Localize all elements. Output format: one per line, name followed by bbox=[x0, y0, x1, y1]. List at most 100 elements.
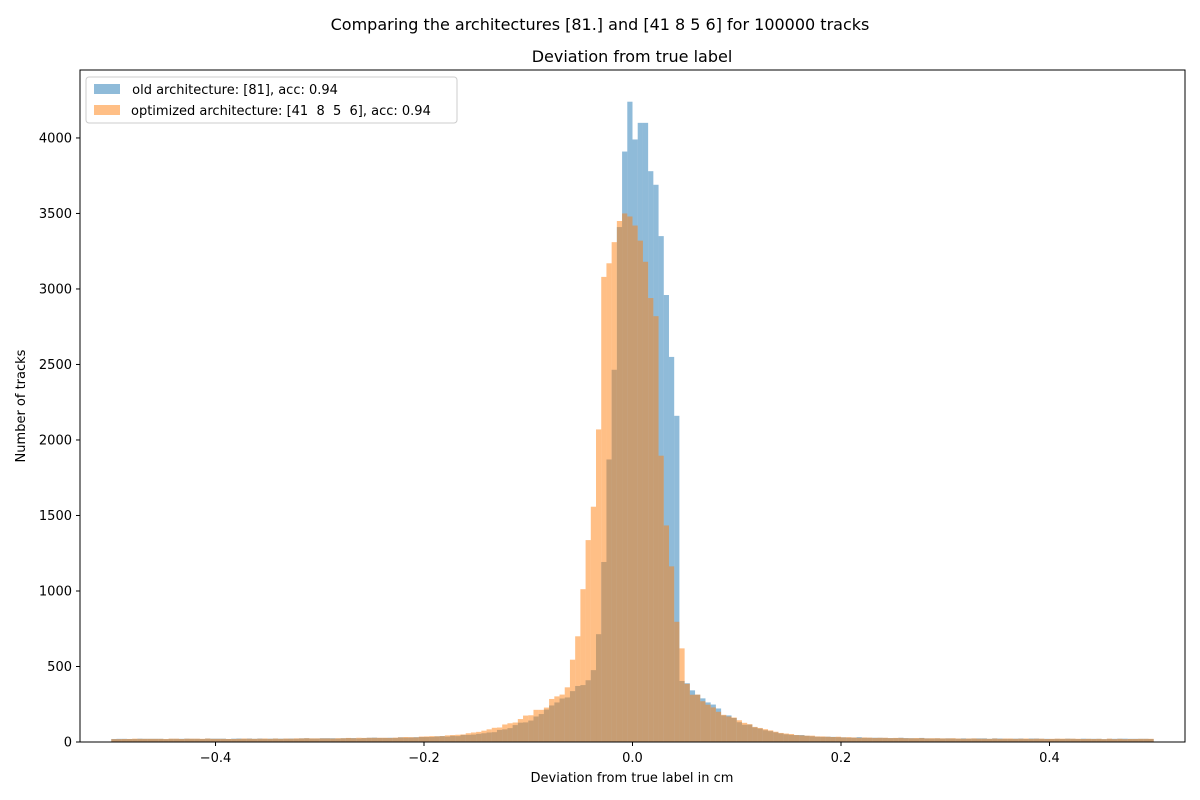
histogram-bar bbox=[1059, 738, 1066, 742]
y-tick-label: 2500 bbox=[39, 358, 72, 373]
histogram-bar bbox=[126, 738, 133, 742]
histogram-bar bbox=[689, 694, 696, 742]
histogram-bar bbox=[1070, 738, 1076, 742]
histogram-bar bbox=[632, 225, 638, 743]
histogram-bar bbox=[1143, 738, 1149, 742]
histogram-bar bbox=[934, 738, 941, 742]
histogram-bar bbox=[627, 216, 633, 743]
histogram-bar bbox=[1013, 738, 1019, 742]
histogram-bar bbox=[908, 738, 914, 742]
histogram-bar bbox=[794, 735, 800, 742]
histogram-bar bbox=[241, 738, 247, 742]
legend-label-optimized-architecture: optimized architecture: [41 8 5 6], acc:… bbox=[131, 104, 431, 119]
legend-frame bbox=[85, 76, 458, 124]
histogram-bar bbox=[1033, 738, 1040, 742]
histogram-bar bbox=[783, 733, 789, 742]
histogram-bar bbox=[642, 261, 649, 742]
x-tick-label: 0.2 bbox=[831, 751, 852, 766]
histogram-bar bbox=[1106, 738, 1113, 742]
histogram-bar bbox=[340, 738, 346, 742]
histogram-bar bbox=[403, 737, 409, 742]
histogram-bar bbox=[288, 738, 294, 742]
histogram-bar bbox=[981, 738, 987, 742]
histogram-bar bbox=[512, 722, 518, 742]
histogram-bar bbox=[387, 737, 393, 742]
histogram-bar bbox=[413, 737, 419, 742]
histogram-bar bbox=[955, 738, 961, 742]
histogram-bar bbox=[1132, 738, 1139, 742]
histogram-bar bbox=[825, 736, 831, 742]
axes-title: Deviation from true label bbox=[532, 47, 733, 66]
histogram-bar bbox=[856, 737, 862, 742]
histogram-bar bbox=[809, 735, 815, 742]
histogram-bar bbox=[189, 738, 195, 742]
histogram-bar bbox=[205, 738, 211, 742]
histogram-bar bbox=[611, 242, 617, 742]
histogram-bar bbox=[575, 636, 581, 742]
histogram-bar bbox=[397, 737, 404, 742]
y-tick-label: 500 bbox=[47, 660, 72, 675]
histogram-bar bbox=[804, 735, 810, 742]
x-tick-label: 0.0 bbox=[622, 751, 643, 766]
histogram-bar bbox=[549, 698, 555, 742]
histogram-bar bbox=[366, 737, 372, 742]
figure-suptitle: Comparing the architectures [81.] and [4… bbox=[331, 15, 870, 34]
histogram-bar bbox=[225, 738, 232, 742]
histogram-bar bbox=[554, 696, 560, 742]
histogram-bar bbox=[319, 738, 325, 742]
y-tick-label: 3000 bbox=[39, 282, 72, 297]
histogram-bar bbox=[637, 240, 643, 742]
histogram-bar bbox=[173, 738, 180, 742]
histogram-bar bbox=[210, 738, 216, 742]
histogram-bar bbox=[668, 356, 675, 742]
histogram-bar bbox=[132, 738, 138, 742]
histogram-bar bbox=[476, 731, 482, 742]
histogram-bar bbox=[710, 707, 716, 742]
histogram-bar bbox=[872, 737, 878, 742]
histogram-bar bbox=[502, 724, 508, 742]
histogram-bar bbox=[799, 735, 805, 742]
histogram-bar bbox=[940, 738, 946, 742]
histogram-bar bbox=[658, 455, 664, 742]
histogram-bar bbox=[257, 738, 263, 742]
histogram-bar bbox=[444, 735, 451, 742]
histogram-bar bbox=[1148, 738, 1154, 742]
histogram-bar bbox=[835, 736, 841, 742]
histogram-bar bbox=[663, 295, 669, 742]
histogram-bar bbox=[491, 727, 497, 742]
histogram-bar bbox=[747, 724, 753, 742]
histogram-bar bbox=[887, 738, 894, 742]
histogram-bar bbox=[382, 737, 388, 742]
histogram-bar bbox=[648, 298, 654, 742]
histogram-bar bbox=[533, 709, 539, 742]
histogram-bar bbox=[408, 737, 414, 742]
histogram-bar bbox=[424, 736, 430, 742]
histogram-bar bbox=[1002, 738, 1008, 742]
histogram-bar bbox=[351, 738, 357, 742]
histogram-bar bbox=[668, 566, 675, 742]
histogram-bar bbox=[924, 738, 930, 742]
y-tick-label: 1000 bbox=[39, 584, 72, 599]
histogram-bar bbox=[236, 738, 242, 742]
histogram-bar bbox=[757, 727, 763, 742]
histogram-bar bbox=[695, 694, 701, 742]
histogram-bar bbox=[215, 738, 221, 742]
histogram-bar bbox=[246, 738, 252, 742]
histogram-bar bbox=[1080, 738, 1086, 742]
histogram-bar bbox=[741, 722, 748, 742]
histogram-bar bbox=[663, 525, 669, 742]
histogram-bar bbox=[580, 589, 586, 742]
histogram-bar bbox=[465, 733, 471, 742]
histogram-bar bbox=[585, 540, 591, 742]
histogram-bar bbox=[1075, 738, 1081, 742]
histogram-bar bbox=[481, 730, 487, 742]
histogram-bar bbox=[877, 737, 883, 742]
histogram-bar bbox=[1117, 738, 1123, 742]
histogram-bar bbox=[314, 738, 320, 742]
histogram-bar bbox=[252, 738, 258, 742]
histogram-bar bbox=[559, 694, 565, 742]
legend: old architecture: [81], acc: 0.94 optimi… bbox=[85, 76, 458, 124]
histogram-bar bbox=[622, 213, 628, 742]
histogram-bar bbox=[736, 720, 742, 742]
